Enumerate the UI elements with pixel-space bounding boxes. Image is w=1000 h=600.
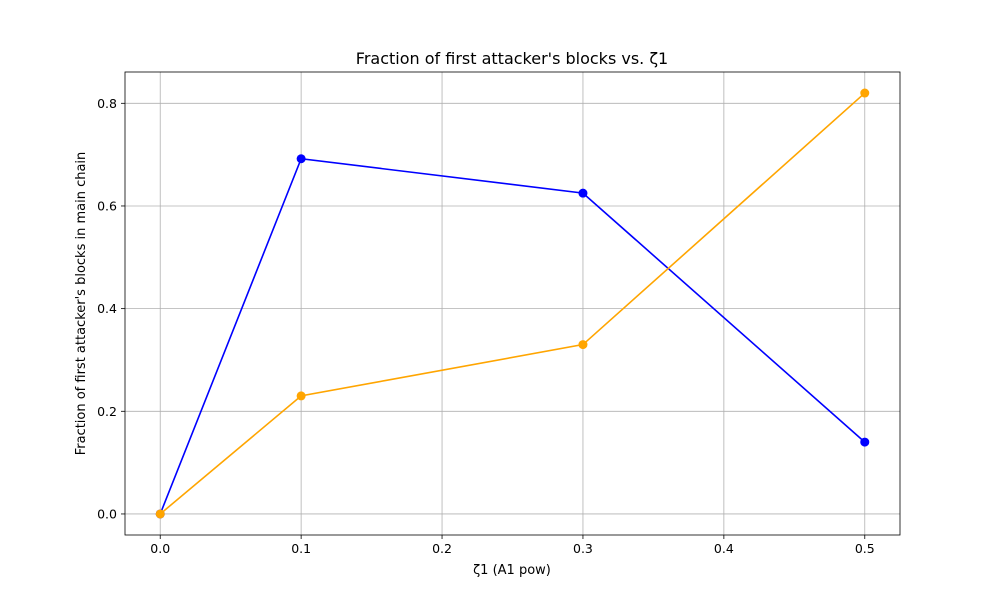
grid — [125, 72, 900, 535]
x-tick-label: 0.1 — [291, 541, 311, 556]
series-line — [159, 157, 866, 515]
x-tick-label: 0.3 — [573, 541, 593, 556]
y-tick-label: 0.6 — [97, 198, 117, 213]
chart-title: Fraction of first attacker's blocks vs. … — [356, 49, 668, 68]
data-point — [296, 391, 306, 401]
data-point — [155, 509, 165, 519]
series-layer — [155, 88, 870, 519]
data-point — [578, 188, 588, 198]
x-tick-label: 0.0 — [150, 541, 170, 556]
data-point — [578, 340, 588, 350]
series-line — [159, 92, 866, 515]
data-point — [296, 154, 306, 164]
y-tick-label: 0.4 — [97, 301, 117, 316]
x-tick-label: 0.5 — [855, 541, 875, 556]
y-axis-label: Fraction of first attacker's blocks in m… — [74, 152, 89, 456]
y-tick-label: 0.8 — [97, 96, 117, 111]
series-1 — [155, 154, 870, 519]
plot-area — [124, 71, 901, 536]
y-axis: 0.0 0.2 0.4 0.6 0.8 — [97, 96, 125, 521]
y-tick-label: 0.0 — [97, 506, 117, 521]
x-axis: 0.0 0.1 0.2 0.3 0.4 0.5 — [150, 535, 875, 556]
y-tick-label: 0.2 — [97, 404, 117, 419]
x-tick-label: 0.2 — [432, 541, 452, 556]
series-2 — [155, 88, 870, 519]
x-axis-label: ζ1 (A1 pow) — [473, 563, 551, 578]
x-tick-label: 0.4 — [714, 541, 734, 556]
data-point — [860, 88, 870, 98]
data-point — [860, 437, 870, 447]
